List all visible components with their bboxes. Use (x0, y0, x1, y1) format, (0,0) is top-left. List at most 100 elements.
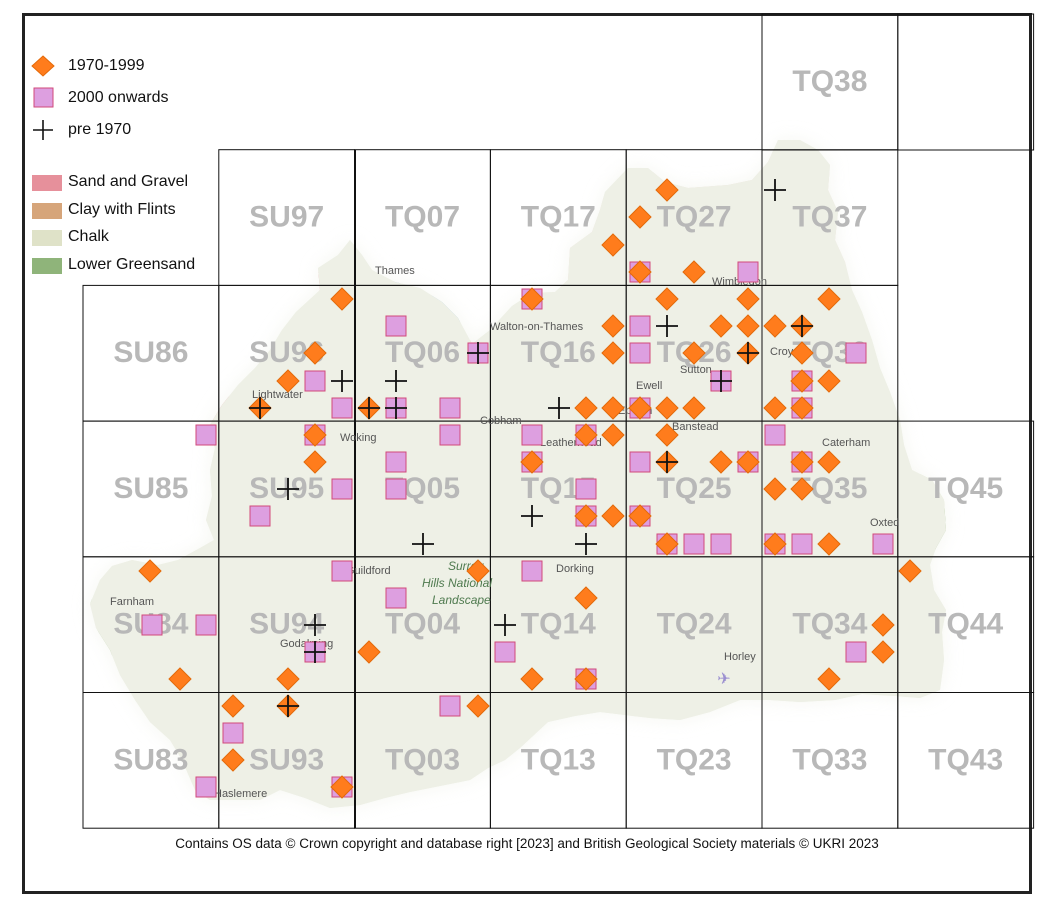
record-1970-1999 (628, 260, 652, 284)
grid-square-label: TQ27 (657, 200, 732, 233)
record-1970-1999 (601, 314, 625, 338)
record-1970-1999 (168, 667, 192, 691)
grid-square-label: TQ17 (521, 200, 596, 233)
record-pre-1970 (304, 641, 326, 663)
record-pre-1970 (764, 179, 786, 201)
legend-label: Chalk (68, 228, 109, 245)
record-2000-onwards (385, 451, 407, 473)
record-2000-onwards (737, 261, 759, 283)
record-1970-1999 (330, 287, 354, 311)
record-2000-onwards (872, 533, 894, 555)
record-1970-1999 (574, 504, 598, 528)
place-label: Haslemere (214, 788, 267, 800)
legend-item-clay-flints: Clay with Flints (30, 198, 176, 222)
grid-square-label: SU93 (249, 743, 324, 776)
record-1970-1999 (303, 341, 327, 365)
record-1970-1999 (898, 559, 922, 583)
grid-square-label: TQ33 (792, 743, 867, 776)
record-pre-1970 (710, 370, 732, 392)
record-1970-1999 (817, 667, 841, 691)
place-label: Walton-on-Thames (490, 321, 584, 333)
record-1970-1999 (817, 369, 841, 393)
record-1970-1999 (763, 396, 787, 420)
cross-icon (30, 118, 60, 142)
record-2000-onwards (629, 451, 651, 473)
record-pre-1970 (304, 614, 326, 636)
record-1970-1999 (466, 559, 490, 583)
record-1970-1999 (466, 694, 490, 718)
record-pre-1970 (385, 397, 407, 419)
grid-cell (897, 692, 1035, 829)
record-1970-1999 (817, 287, 841, 311)
record-1970-1999 (276, 369, 300, 393)
legend-item-2000-onwards: 2000 onwards (30, 86, 169, 110)
landscape-label-line: Landscape (432, 593, 491, 607)
record-2000-onwards (791, 533, 813, 555)
place-label: Cobham (480, 415, 522, 427)
record-2000-onwards (521, 560, 543, 582)
record-1970-1999 (138, 559, 162, 583)
record-pre-1970 (277, 478, 299, 500)
records-pre-1970 (249, 179, 813, 717)
legend-item-chalk: Chalk (30, 225, 109, 249)
record-2000-onwards (439, 695, 461, 717)
grid-square-label: TQ38 (792, 65, 867, 98)
grid-square-label: TQ16 (521, 336, 596, 369)
record-1970-1999 (763, 314, 787, 338)
record-1970-1999 (601, 396, 625, 420)
record-1970-1999 (655, 178, 679, 202)
record-1970-1999 (574, 423, 598, 447)
landscape-label-line: Hills National (422, 576, 492, 590)
record-1970-1999 (628, 396, 652, 420)
legend-label: 1970-1999 (68, 57, 145, 74)
record-1970-1999 (574, 396, 598, 420)
record-pre-1970 (575, 533, 597, 555)
record-1970-1999 (520, 287, 544, 311)
record-1970-1999 (628, 205, 652, 229)
record-pre-1970 (249, 397, 271, 419)
grid-square-label: SU85 (113, 472, 188, 505)
place-label: Farnham (110, 596, 154, 608)
record-1970-1999 (790, 396, 814, 420)
record-1970-1999 (790, 341, 814, 365)
record-2000-onwards (521, 424, 543, 446)
record-pre-1970 (331, 370, 353, 392)
place-label: Lightwater (252, 389, 303, 401)
legend-item-lower-greensand: Lower Greensand (30, 253, 195, 277)
record-1970-1999 (790, 477, 814, 501)
record-1970-1999 (763, 477, 787, 501)
record-1970-1999 (276, 667, 300, 691)
grid-square-label: SU94 (249, 608, 324, 641)
grid-square-label: TQ45 (928, 472, 1003, 505)
record-1970-1999 (817, 450, 841, 474)
record-pre-1970 (656, 451, 678, 473)
record-2000-onwards (629, 315, 651, 337)
record-2000-onwards (222, 722, 244, 744)
grid-square-label: SU97 (249, 200, 324, 233)
record-1970-1999 (520, 667, 544, 691)
record-1970-1999 (601, 233, 625, 257)
record-1970-1999 (601, 423, 625, 447)
record-pre-1970 (467, 342, 489, 364)
record-2000-onwards (845, 641, 867, 663)
record-1970-1999 (655, 396, 679, 420)
records-1970-1999 (138, 178, 922, 799)
record-2000-onwards (304, 370, 326, 392)
grid-square-label: TQ13 (521, 743, 596, 776)
record-1970-1999 (574, 586, 598, 610)
record-pre-1970 (412, 533, 434, 555)
record-pre-1970 (358, 397, 380, 419)
grid-cell (897, 13, 1035, 151)
legend-item-sand-gravel: Sand and Gravel (30, 170, 188, 194)
grid-square-label: TQ07 (385, 200, 460, 233)
grid-square-label: TQ34 (792, 608, 867, 641)
legend-label: 2000 onwards (68, 89, 169, 106)
record-1970-1999 (736, 287, 760, 311)
record-2000-onwards (845, 342, 867, 364)
place-label: Oxted (870, 517, 899, 529)
place-label: Banstead (672, 421, 718, 433)
record-pre-1970 (791, 315, 813, 337)
legend-item-1970-1999: 1970-1999 (30, 54, 145, 78)
place-label: Guildford (346, 565, 391, 577)
record-1970-1999 (303, 423, 327, 447)
